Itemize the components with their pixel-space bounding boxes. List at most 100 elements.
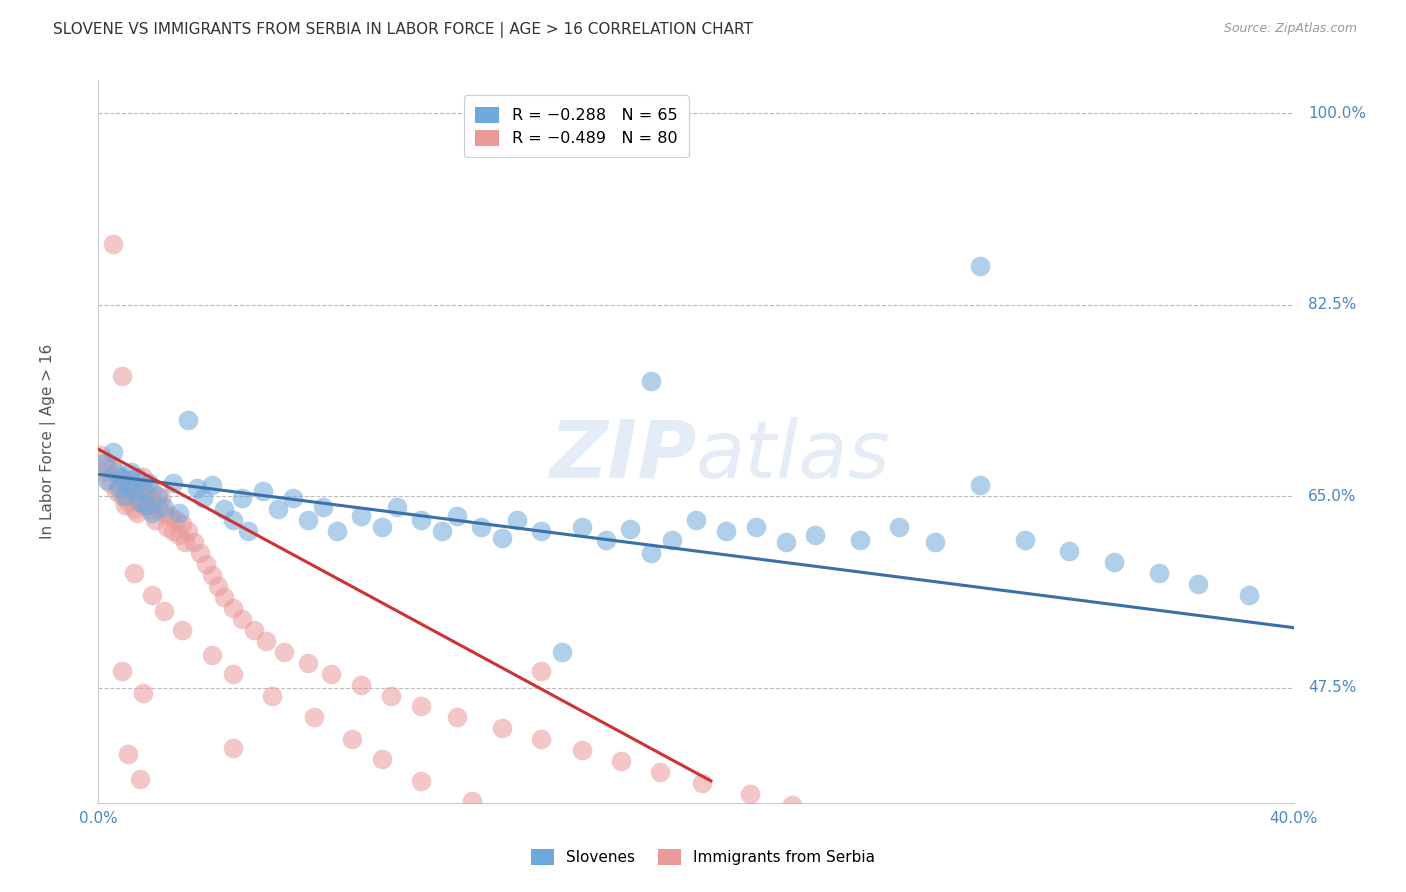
Point bbox=[90, 448, 112, 462]
Point bbox=[252, 483, 274, 498]
Point bbox=[148, 502, 170, 516]
Text: atlas: atlas bbox=[696, 417, 891, 495]
Point bbox=[297, 656, 319, 670]
Point bbox=[1147, 566, 1170, 580]
Point bbox=[132, 469, 155, 483]
Point bbox=[685, 513, 707, 527]
Point bbox=[93, 465, 115, 479]
Point bbox=[302, 710, 325, 724]
Point bbox=[371, 752, 394, 766]
Point bbox=[141, 588, 163, 602]
Point bbox=[267, 502, 290, 516]
Point bbox=[186, 481, 208, 495]
Point bbox=[148, 809, 170, 823]
Point bbox=[804, 527, 827, 541]
Point bbox=[153, 506, 176, 520]
Legend: R = −0.288   N = 65, R = −0.489   N = 80: R = −0.288 N = 65, R = −0.489 N = 80 bbox=[464, 95, 689, 157]
Point bbox=[167, 527, 190, 541]
Point bbox=[129, 772, 152, 786]
Point bbox=[550, 645, 572, 659]
Point bbox=[132, 686, 155, 700]
Point bbox=[661, 533, 683, 547]
Point bbox=[141, 506, 163, 520]
Point bbox=[571, 520, 593, 534]
Point bbox=[129, 481, 152, 495]
Point bbox=[924, 535, 946, 549]
Point bbox=[105, 483, 128, 498]
Point bbox=[571, 743, 593, 757]
Text: ZIP: ZIP bbox=[548, 417, 696, 495]
Point bbox=[135, 498, 157, 512]
Point bbox=[690, 776, 713, 790]
Point bbox=[610, 754, 633, 768]
Point bbox=[162, 476, 184, 491]
Point bbox=[124, 502, 146, 516]
Text: Source: ZipAtlas.com: Source: ZipAtlas.com bbox=[1223, 22, 1357, 36]
Point bbox=[560, 838, 582, 852]
Text: 65.0%: 65.0% bbox=[1308, 489, 1357, 504]
Point bbox=[120, 465, 142, 479]
Point bbox=[188, 546, 211, 560]
Point bbox=[135, 487, 157, 501]
Point bbox=[117, 481, 139, 495]
Point bbox=[96, 458, 118, 473]
Point bbox=[132, 498, 155, 512]
Point bbox=[138, 502, 160, 516]
Point bbox=[212, 590, 235, 604]
Point bbox=[127, 506, 149, 520]
Point bbox=[411, 699, 433, 714]
Point bbox=[969, 260, 991, 274]
Point bbox=[98, 476, 122, 491]
Point bbox=[120, 473, 142, 487]
Point bbox=[1059, 544, 1081, 558]
Point bbox=[129, 494, 152, 508]
Point bbox=[1104, 555, 1126, 569]
Point bbox=[138, 476, 160, 491]
Point bbox=[177, 412, 200, 426]
Point bbox=[273, 645, 295, 659]
Point bbox=[371, 520, 394, 534]
Point bbox=[669, 881, 692, 892]
Point bbox=[321, 666, 343, 681]
Point bbox=[103, 445, 125, 459]
Point bbox=[243, 623, 266, 637]
Point bbox=[430, 524, 453, 539]
Point bbox=[96, 473, 118, 487]
Point bbox=[153, 500, 176, 515]
Point bbox=[714, 524, 737, 539]
Point bbox=[117, 478, 139, 492]
Point bbox=[124, 566, 146, 580]
Point bbox=[231, 491, 253, 506]
Point bbox=[114, 498, 136, 512]
Point bbox=[117, 494, 139, 508]
Point bbox=[201, 478, 224, 492]
Point bbox=[127, 489, 149, 503]
Point bbox=[775, 535, 797, 549]
Point bbox=[156, 520, 179, 534]
Point bbox=[889, 520, 911, 534]
Point bbox=[183, 535, 205, 549]
Point bbox=[411, 773, 433, 788]
Point bbox=[491, 722, 513, 736]
Point bbox=[506, 513, 529, 527]
Point bbox=[738, 787, 761, 801]
Point bbox=[191, 491, 214, 506]
Point bbox=[201, 648, 224, 662]
Point bbox=[311, 500, 333, 515]
Point bbox=[222, 513, 245, 527]
Point bbox=[326, 524, 349, 539]
Point bbox=[167, 506, 190, 520]
Point bbox=[105, 465, 128, 479]
Point bbox=[491, 531, 513, 545]
Point bbox=[143, 513, 166, 527]
Point bbox=[141, 494, 163, 508]
Point bbox=[103, 462, 125, 476]
Point bbox=[111, 665, 134, 679]
Point bbox=[231, 612, 253, 626]
Point bbox=[610, 859, 633, 873]
Point bbox=[969, 478, 991, 492]
Point bbox=[411, 513, 433, 527]
Point bbox=[254, 633, 277, 648]
Point bbox=[108, 481, 131, 495]
Point bbox=[111, 368, 134, 383]
